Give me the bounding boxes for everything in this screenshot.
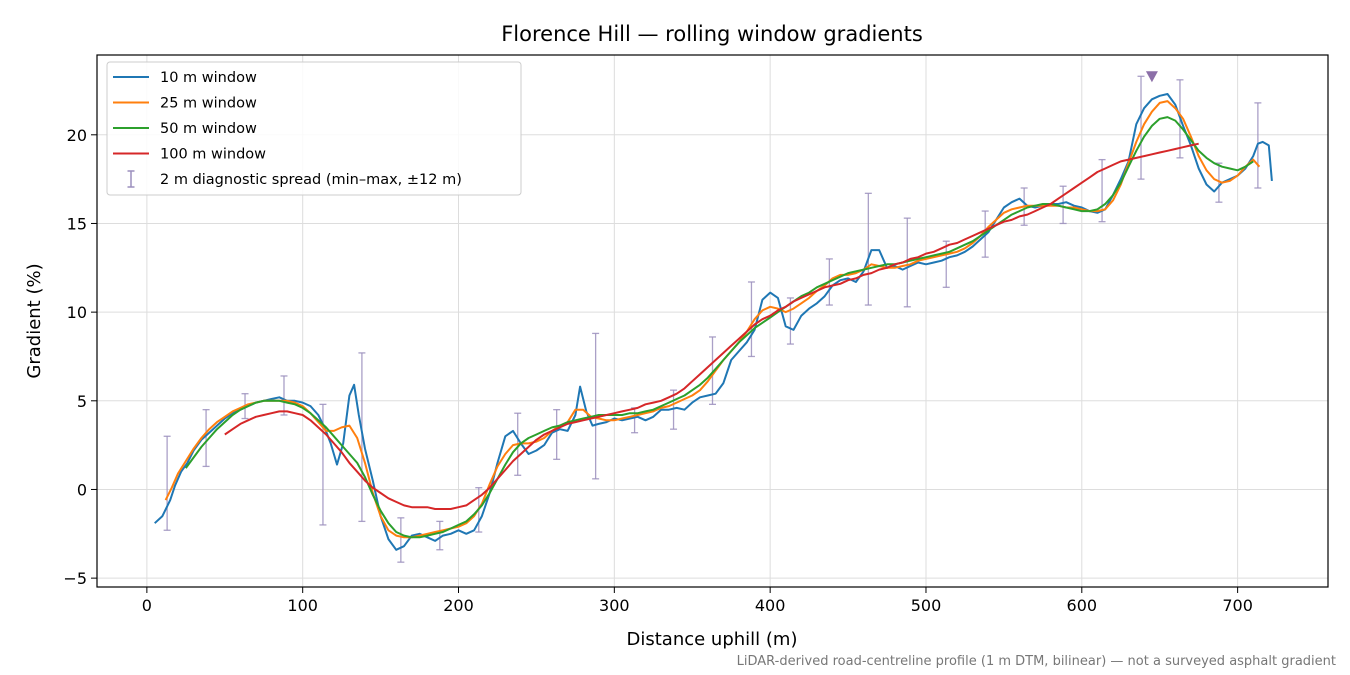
legend-label-100m-window: 100 m window (160, 147, 266, 163)
x-axis-ticks: 0 100 200 300 400 500 600 700 (142, 587, 1253, 615)
x-tick-label: 600 (1067, 596, 1098, 615)
footnote: LiDAR-derived road-centreline profile (1… (737, 654, 1336, 669)
y-tick-label: −5 (63, 569, 87, 588)
x-tick-label: 400 (755, 596, 786, 615)
spread-errorbar (1059, 185, 1067, 225)
y-tick-label: 5 (77, 392, 87, 411)
spread-errorbar (397, 517, 405, 563)
spread-errorbar (1215, 162, 1223, 203)
y-tick-label: 0 (77, 480, 87, 499)
series-line-50m-window (184, 116, 1254, 539)
x-tick-label: 100 (287, 596, 318, 615)
spread-errorbar (202, 409, 210, 468)
x-tick-label: 0 (142, 596, 152, 615)
y-axis-label: Gradient (%) (24, 263, 45, 378)
legend-label-10m-window: 10 m window (160, 70, 257, 86)
legend-label-50m-window: 50 m window (160, 121, 257, 137)
spread-errorbar (280, 375, 288, 416)
spread-errorbar (592, 332, 600, 480)
spread-errorbar (163, 435, 171, 531)
spread-errorbar (436, 520, 444, 551)
spread-errorbar (942, 240, 950, 288)
spread-errorbar (709, 336, 716, 405)
x-axis-label: Distance uphill (m) (627, 629, 798, 650)
spread-errorbar (553, 409, 561, 460)
series-lines (154, 93, 1273, 551)
spread-errorbar (747, 281, 755, 358)
x-tick-label: 500 (911, 596, 942, 615)
spread-errorbar (786, 297, 794, 345)
spread-errorbar (864, 192, 872, 306)
x-tick-label: 700 (1222, 596, 1253, 615)
series-line-100m-window (224, 142, 1199, 510)
spread-errorbar (1137, 75, 1145, 180)
legend-label-25m-window: 25 m window (160, 96, 257, 112)
legend-label-spread: 2 m diagnostic spread (min–max, ±12 m) (160, 172, 462, 188)
chart-title: Florence Hill — rolling window gradients (501, 22, 923, 46)
peak-marker (1145, 71, 1158, 83)
x-tick-label: 200 (443, 596, 474, 615)
y-tick-label: 20 (67, 126, 87, 145)
y-tick-label: 15 (67, 214, 87, 233)
series-line-25m-window (164, 100, 1261, 539)
spread-errorbar (670, 389, 678, 430)
plot-frame (96, 54, 1329, 588)
peak-marker-group (1145, 71, 1158, 83)
legend-box (106, 61, 522, 196)
x-tick-label: 300 (599, 596, 630, 615)
y-axis-ticks: −5 0 5 10 15 20 (63, 126, 97, 588)
y-tick-label: 10 (67, 303, 87, 322)
spread-errorbar (903, 217, 911, 308)
legend: 10 m window 25 m window 50 m window 100 m w… (106, 61, 522, 196)
